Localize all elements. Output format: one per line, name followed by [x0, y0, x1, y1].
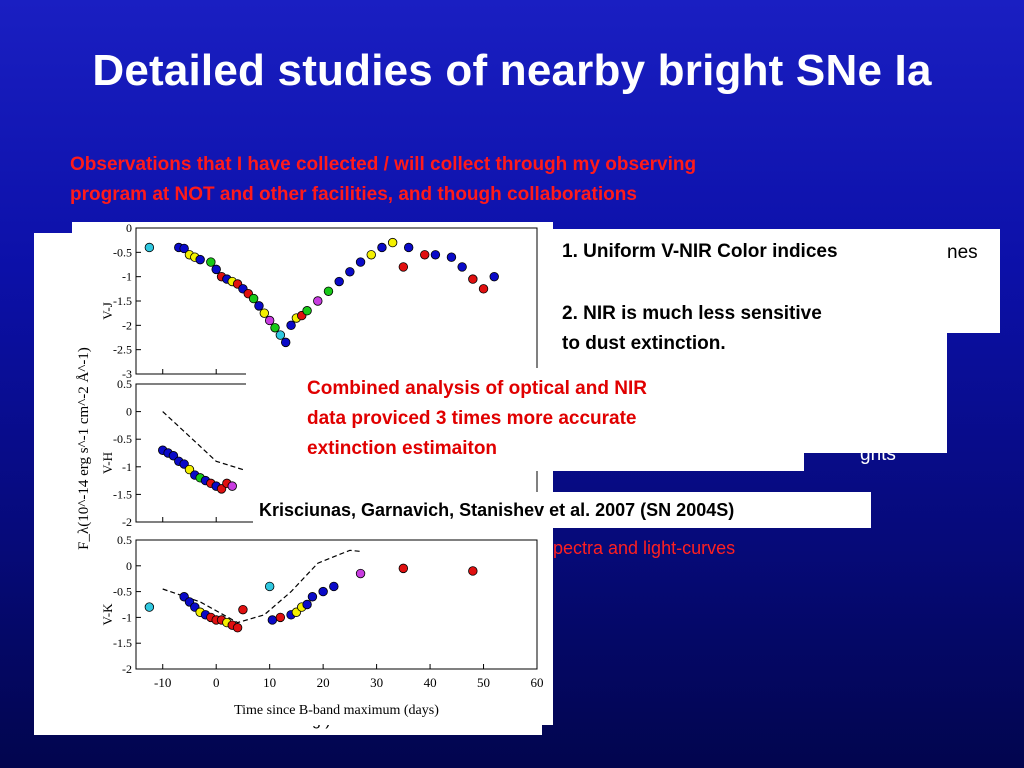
x-tick-label: 30: [370, 675, 383, 690]
data-point: [227, 481, 237, 491]
data-point: [248, 293, 259, 304]
y-tick-label: 0.5: [117, 377, 132, 391]
panel-ylabel: V-J: [100, 302, 115, 320]
combined-line-2: data proviced 3 times more accurate: [307, 408, 637, 429]
data-point: [254, 301, 264, 311]
data-point: [323, 286, 334, 296]
y-tick-label: 0: [126, 405, 132, 419]
x-tick-label: 0: [213, 675, 220, 690]
y-tick-label: -1: [122, 460, 132, 474]
data-point: [179, 243, 189, 254]
intro-line-1: Observations that I have collected / wil…: [70, 154, 697, 175]
data-point: [489, 271, 499, 282]
x-tick-label: -10: [154, 675, 171, 690]
data-point: [398, 563, 409, 574]
data-point: [264, 581, 275, 592]
data-point: [144, 602, 155, 612]
x-tick-label: 50: [477, 675, 490, 690]
data-point: [275, 330, 286, 340]
data-point: [232, 623, 243, 633]
point-2-cont: to dust extinction.: [562, 333, 726, 354]
y-tick-label: -1.5: [113, 294, 132, 308]
data-point: [211, 264, 221, 275]
point-2: 2. NIR is much less sensitive: [562, 303, 822, 324]
y-tick-label: -2: [122, 662, 132, 676]
intro-text: Observations that I have collected / wil…: [70, 150, 970, 210]
data-point: [355, 568, 366, 579]
data-point: [144, 242, 155, 253]
data-point: [468, 566, 478, 576]
combined-line-1: Combined analysis of optical and NIR: [307, 378, 647, 399]
data-point: [446, 252, 457, 262]
y-tick-label: -2: [122, 515, 132, 529]
point-1: 1. Uniform V-NIR Color indices: [562, 241, 838, 262]
slide-title: Detailed studies of nearby bright SNe Ia: [92, 46, 932, 95]
data-point: [206, 257, 216, 267]
intro-line-2: program at NOT and other facilities, and…: [70, 184, 637, 205]
data-point: [195, 254, 205, 265]
x-axis-label: Time since B-band maximum (days): [234, 703, 439, 718]
y-tick-label: -0.5: [113, 585, 132, 599]
data-point: [398, 262, 409, 272]
x-tick-label: 60: [531, 675, 544, 690]
data-point: [403, 242, 414, 253]
data-point: [355, 257, 366, 267]
data-point: [307, 592, 318, 602]
y-tick-label: -2: [122, 318, 132, 332]
data-point: [318, 586, 328, 597]
y-tick-label: -0.5: [113, 245, 132, 259]
data-point: [329, 581, 339, 592]
y-tick-label: -2.5: [113, 343, 132, 357]
color-light-curve-chart: F_λ(10^-14 erg s^-1 cm^-2 Å^-1) 0 -0.5 -1 -1…: [76, 221, 544, 718]
panel-ylabel: V-H: [100, 452, 115, 474]
chart-card: F_λ(10^-14 erg s^-1 cm^-2 Å^-1) 0 -0.5 -1 -1…: [72, 221, 553, 725]
data-point: [281, 337, 291, 348]
fragment-spectra: pectra and light-curves: [553, 538, 736, 558]
y-tick-label: 0.5: [117, 533, 132, 547]
data-point: [334, 276, 344, 287]
panel-frame: [135, 227, 538, 375]
data-point: [478, 284, 489, 294]
data-point: [259, 308, 270, 318]
fragment-nes: nes: [947, 242, 978, 263]
data-point: [377, 242, 387, 253]
data-point: [275, 612, 286, 623]
data-point: [420, 250, 430, 260]
data-point: [302, 599, 312, 610]
x-tick-label: 20: [317, 675, 330, 690]
data-point: [345, 267, 355, 277]
y-tick-label: -0.5: [113, 432, 132, 446]
y-tick-label: -1.5: [113, 487, 132, 501]
data-point: [430, 250, 441, 260]
panel-ylabel: V-K: [100, 603, 115, 626]
y-tick-label: 0: [126, 222, 132, 235]
citation-text: Krisciunas, Garnavich, Stanishev et al. …: [259, 500, 735, 520]
citation-box: Krisciunas, Garnavich, Stanishev et al. …: [253, 492, 871, 528]
y-tick-label: -3: [122, 367, 132, 381]
data-point: [264, 315, 275, 326]
data-point: [366, 250, 376, 260]
data-point: [387, 237, 398, 248]
data-point: [267, 615, 278, 625]
y-tick-label: -1: [122, 610, 132, 624]
data-point: [302, 306, 312, 316]
panel-frame: [135, 539, 538, 670]
data-point: [238, 604, 248, 615]
data-point: [270, 323, 280, 333]
combined-line-3: extinction estimaiton: [307, 438, 498, 459]
flux-axis-label: F_λ(10^-14 erg s^-1 cm^-2 Å^-1): [76, 347, 92, 550]
data-point: [468, 274, 478, 284]
data-point: [457, 262, 467, 272]
callout-combined: Combined analysis of optical and NIR dat…: [246, 368, 804, 471]
data-point: [313, 296, 323, 306]
y-tick-label: -1: [122, 270, 132, 284]
x-tick-label: 40: [424, 675, 437, 690]
x-tick-label: 10: [263, 675, 276, 690]
y-tick-label: -1.5: [113, 636, 132, 650]
model-curve: [162, 411, 244, 471]
data-point: [286, 320, 296, 331]
y-tick-label: 0: [126, 559, 132, 573]
